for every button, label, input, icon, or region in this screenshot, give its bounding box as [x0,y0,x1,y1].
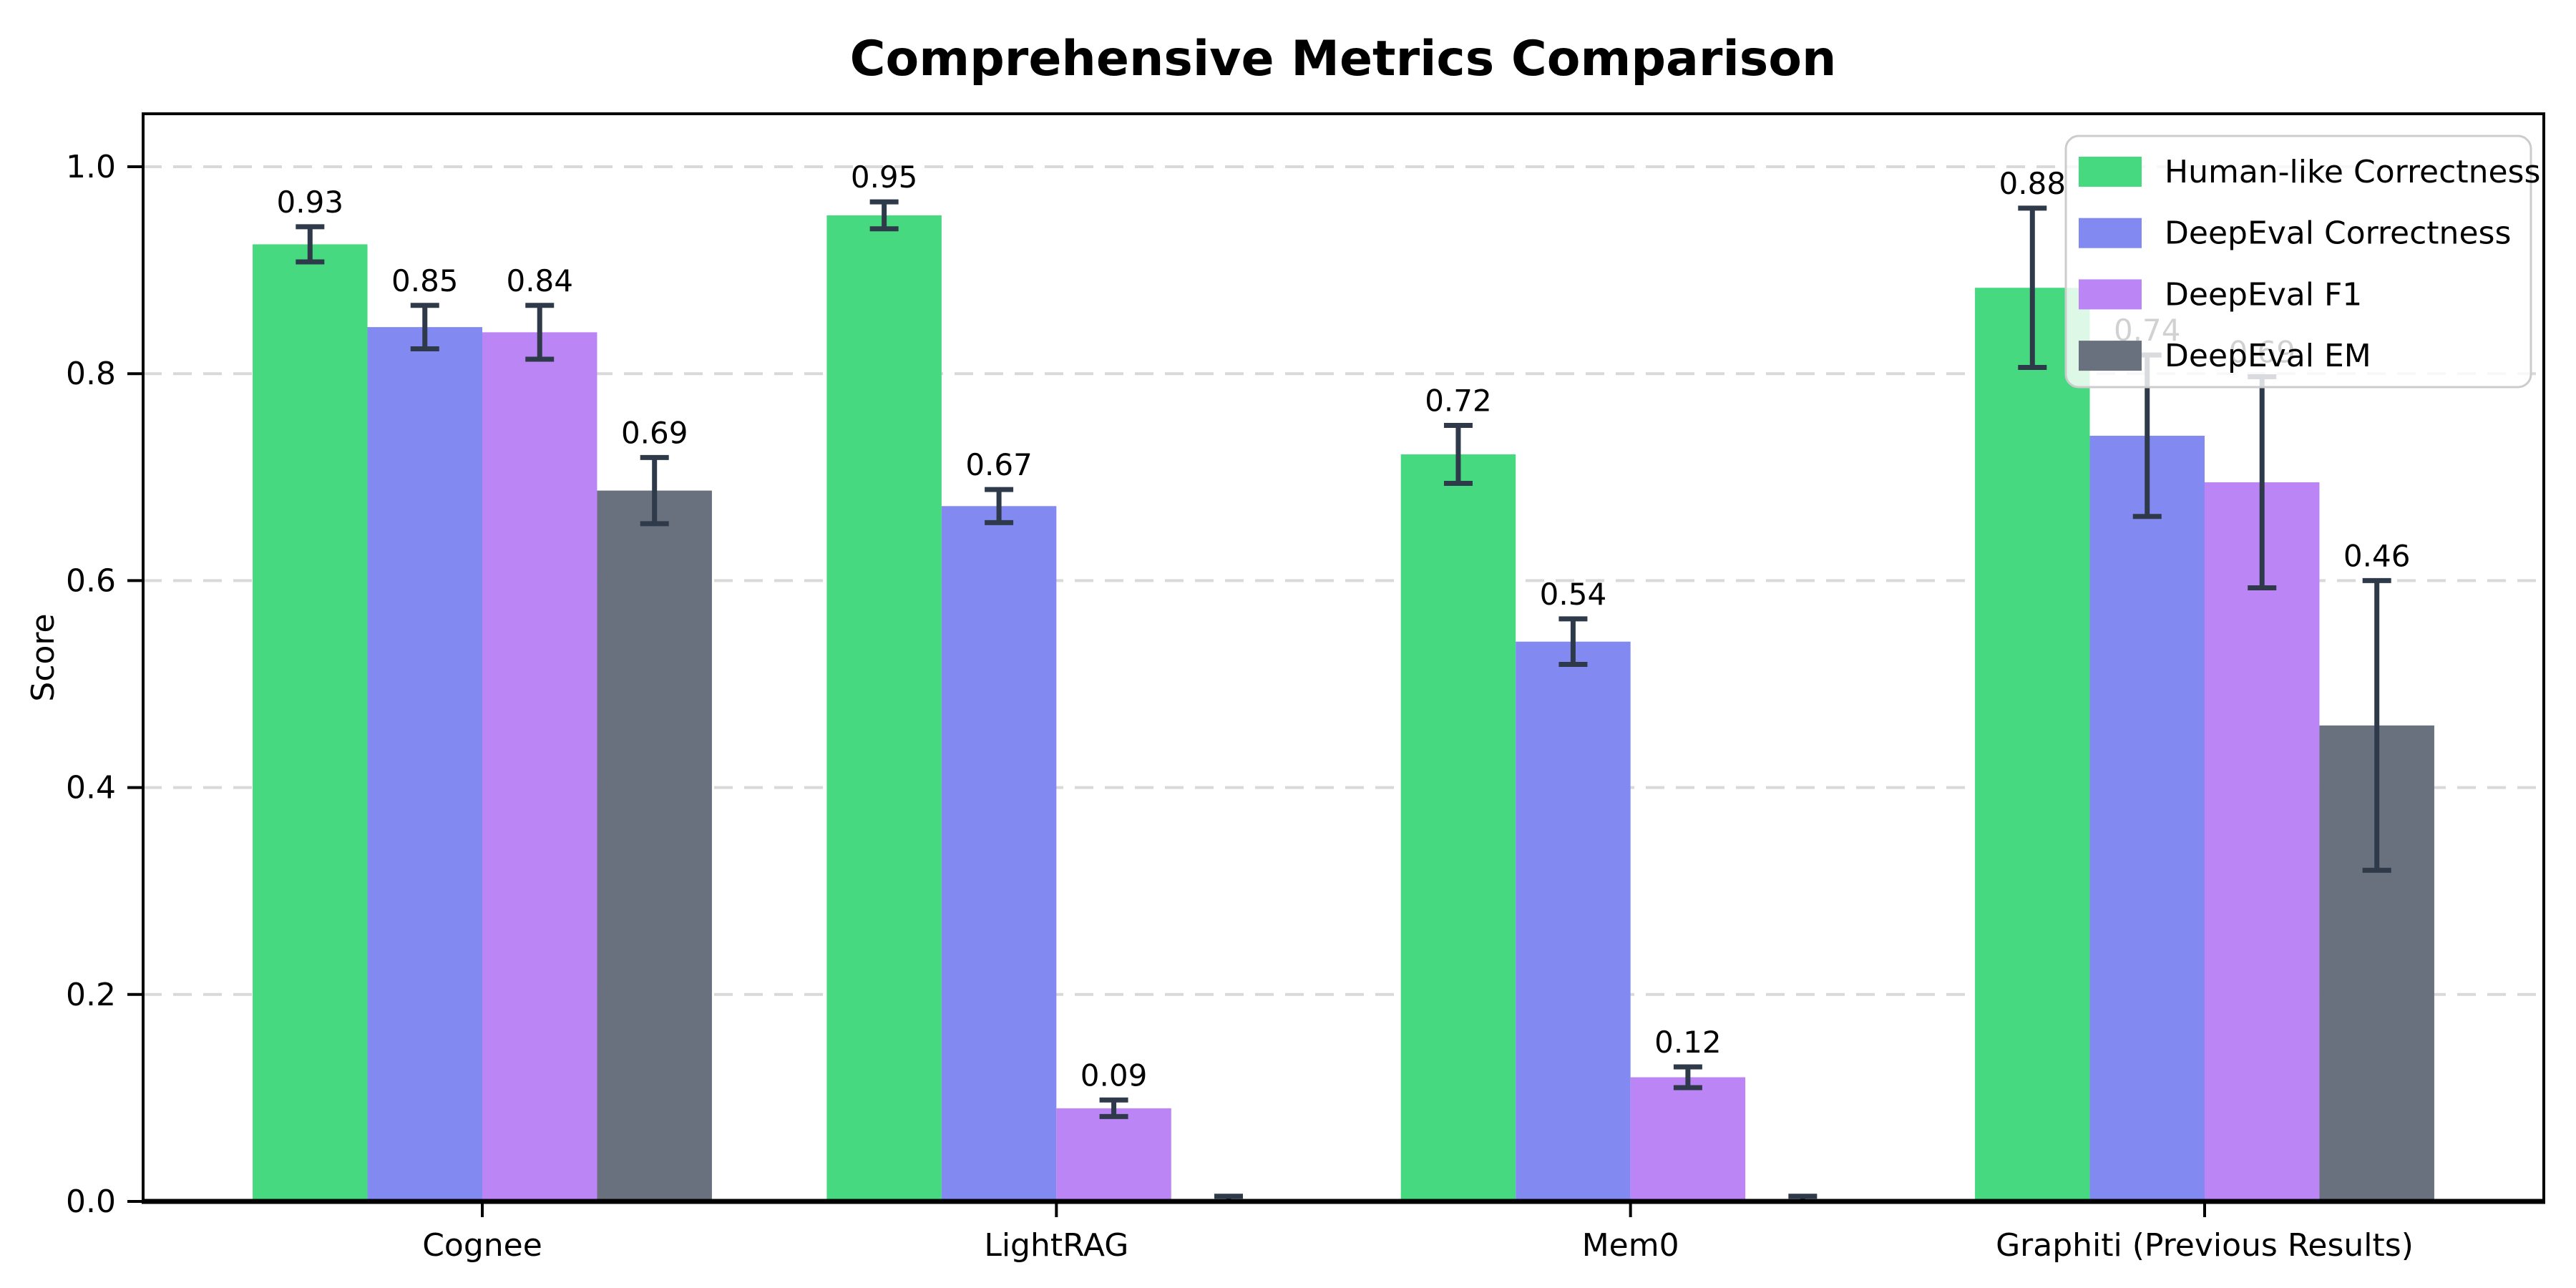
bar-value-label: 0.54 [1540,577,1607,612]
bar [1516,641,1631,1201]
x-tick-label: Graphiti (Previous Results) [1996,1227,2414,1264]
bar-value-label: 0.95 [851,160,918,195]
plot-area: 0.930.950.720.880.850.670.540.740.840.09… [66,112,2545,1264]
legend-label: DeepEval EM [2165,338,2371,374]
bar-value-label: 0.85 [391,263,459,298]
legend-swatch [2079,341,2142,371]
bar-value-label: 0.12 [1654,1025,1722,1060]
bar [253,244,368,1202]
bar [1400,454,1516,1201]
bar [1630,1077,1746,1201]
bar [1056,1108,1171,1201]
bar-value-label: 0.93 [277,185,344,220]
y-tick-label: 0.6 [66,562,116,599]
bar [482,332,597,1201]
legend-box [2064,135,2532,389]
bar-value-label: 0.09 [1080,1058,1148,1093]
legend-label: Human-like Correctness [2165,154,2540,190]
bar [941,506,1057,1201]
legend-swatch [2079,157,2142,187]
bar [1975,288,2090,1201]
x-tick-label: Mem0 [1582,1227,1679,1264]
legend-label: DeepEval F1 [2165,276,2362,313]
bar-value-label: 0.88 [1999,166,2067,201]
y-tick-label: 0.0 [66,1184,116,1220]
legend-swatch [2079,279,2142,310]
bar [367,327,482,1201]
bar-value-label: 0.67 [965,447,1033,482]
legend: Human-like Correctness DeepEval Correctne… [2064,135,2540,389]
legend-swatch [2079,218,2142,248]
y-tick-label: 1.0 [66,149,116,185]
bar [2204,482,2320,1201]
y-tick-label: 0.4 [66,770,116,806]
bar-value-label: 0.72 [1425,384,1492,419]
y-axis-label: Score [25,613,62,701]
bar-value-label: 0.84 [506,263,573,298]
bar-value-label: 0.69 [621,415,688,450]
x-tick-label: LightRAG [984,1227,1128,1264]
bar-value-label: 0.46 [2343,538,2411,573]
legend-label: DeepEval Correctness [2165,215,2511,252]
x-tick-label: Cognee [422,1227,542,1264]
bar [826,215,942,1201]
bar [597,490,712,1201]
y-tick-label: 0.8 [66,356,116,392]
y-tick-label: 0.2 [66,977,116,1013]
chart-title: Comprehensive Metrics Comparison [850,31,1837,87]
bar [2089,435,2205,1202]
